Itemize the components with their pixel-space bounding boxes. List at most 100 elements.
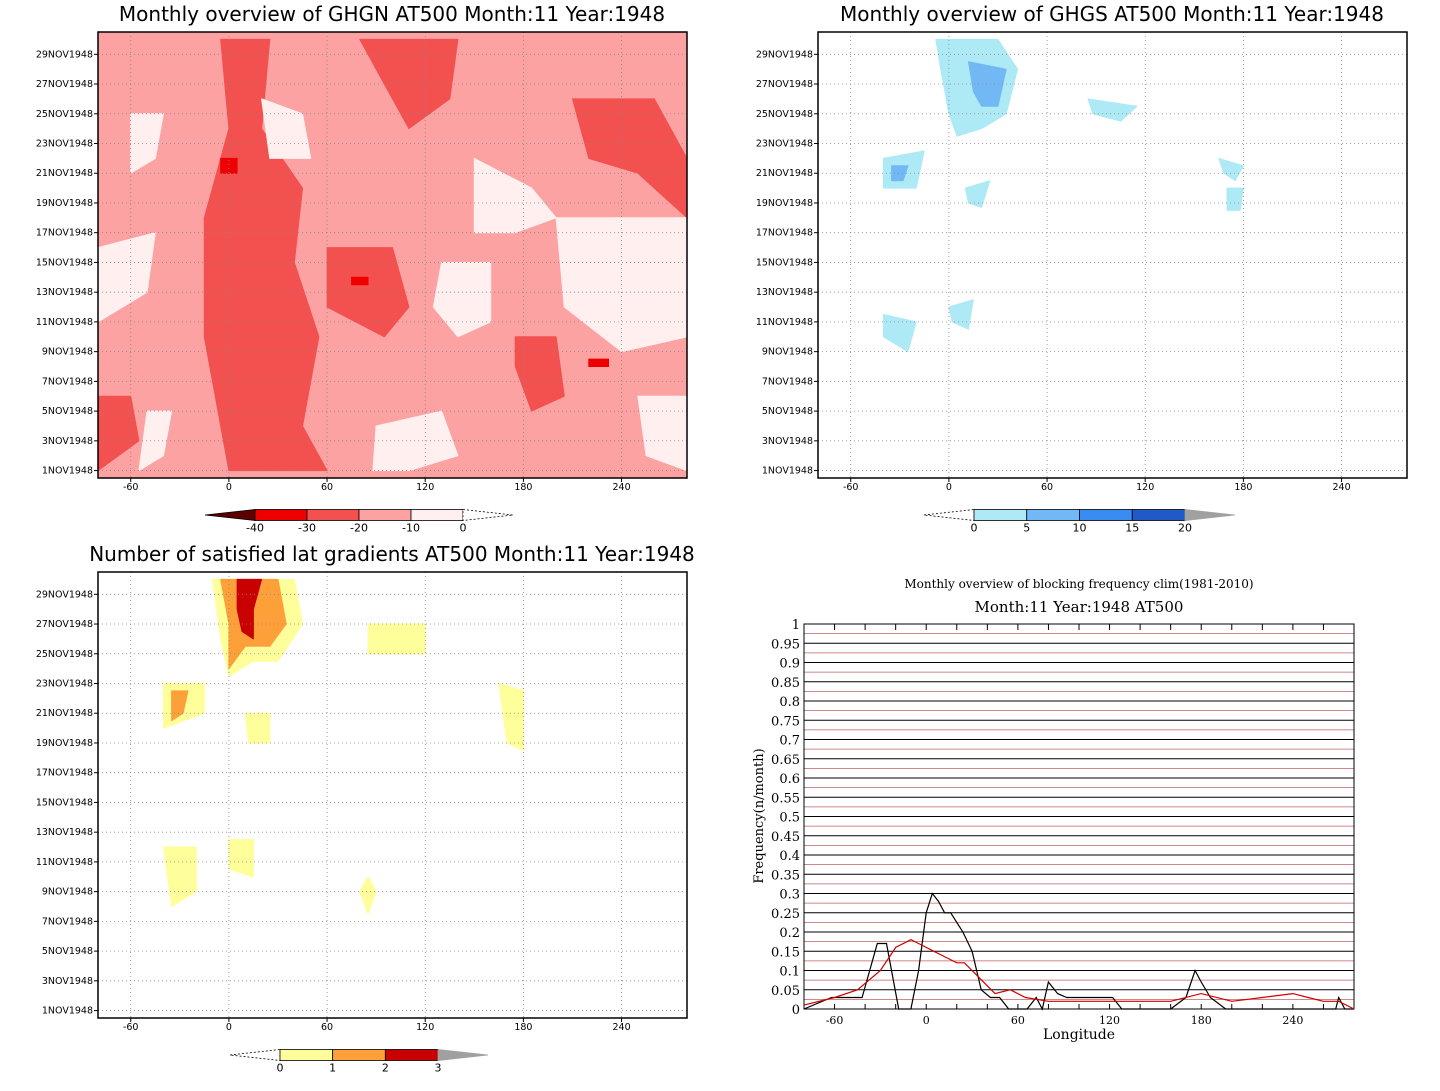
- x-axis-label: Longitude: [1043, 1027, 1115, 1043]
- contour-region: [228, 839, 254, 878]
- x-tick-label: 120: [1136, 482, 1154, 493]
- y-tick-label: 0.4: [779, 849, 800, 864]
- contour-region: [1087, 98, 1138, 122]
- colorbar-label: 2: [382, 1062, 389, 1075]
- y-tick-label: 25NOV1948: [756, 109, 813, 120]
- y-tick-label: 19NOV1948: [756, 198, 813, 209]
- x-tick-label: 240: [612, 482, 630, 493]
- x-tick-label: 180: [514, 1022, 532, 1033]
- y-tick-label: 0.7: [779, 734, 800, 749]
- colorbar-label: -30: [298, 522, 316, 535]
- colorbar-swatch: [973, 509, 1028, 521]
- contour-region: [220, 157, 238, 174]
- y-tick-label: 0.1: [779, 965, 800, 980]
- contour-region: [326, 247, 410, 338]
- contour-region: [882, 314, 917, 353]
- y-tick-label: 21NOV1948: [36, 168, 93, 179]
- x-tick-label: 0: [226, 1022, 232, 1033]
- colorbar-label: 0: [460, 522, 467, 535]
- y-tick-label: 3NOV1948: [42, 976, 93, 987]
- y-tick-label: 0.6: [779, 772, 800, 787]
- panel-4-title: Monthly overview of blocking frequency c…: [904, 577, 1253, 591]
- colorbar-swatch: [332, 1049, 386, 1061]
- y-tick-label: 1NOV1948: [42, 1006, 93, 1017]
- colorbar-label: 0: [277, 1062, 284, 1075]
- contour-regions: [162, 578, 524, 915]
- plot-frame: [817, 31, 1408, 479]
- y-tick-label: 23NOV1948: [36, 679, 93, 690]
- y-tick-label: 23NOV1948: [36, 139, 93, 150]
- panel-2-ghgs: -60 0 60 120 180 240 1NOV1948 3NOV1948 5NOV1948 7…: [756, 31, 1408, 535]
- colorbar-label: 5: [1023, 522, 1030, 535]
- y-tick-label: 0.65: [771, 753, 800, 768]
- y-axis-label: Frequency(n/month): [752, 748, 767, 883]
- x-tick-label: -60: [123, 482, 139, 493]
- contour-region: [891, 165, 909, 182]
- y-tick-label: 15NOV1948: [36, 797, 93, 808]
- contour-region: [372, 410, 459, 472]
- colorbar: -40 -30 -20 -10 0: [204, 509, 514, 535]
- y-tick-label: 11NOV1948: [756, 317, 813, 328]
- x-tick-label: 0: [946, 482, 952, 493]
- contour-region: [948, 299, 974, 330]
- x-tick-label: 0: [923, 1014, 930, 1027]
- contour-region: [1218, 157, 1244, 182]
- y-tick-label: 17NOV1948: [36, 228, 93, 239]
- colorbar-label: -20: [350, 522, 368, 535]
- y-tick-label: 0.9: [779, 657, 800, 672]
- y-tick-label: 0.45: [771, 830, 800, 845]
- y-tick-label: 21NOV1948: [756, 168, 813, 179]
- y-tick-label: 0.85: [771, 676, 800, 691]
- contour-regions: [882, 38, 1244, 353]
- contour-region: [236, 578, 263, 640]
- contour-region: [968, 61, 1007, 107]
- y-tick-label: 0.55: [771, 791, 800, 806]
- x-tick-label: 240: [1282, 1014, 1303, 1027]
- y-tick-label: 17NOV1948: [36, 768, 93, 779]
- contour-region: [473, 157, 557, 234]
- colorbar-label: 3: [435, 1062, 442, 1075]
- colorbar-swatch: [1026, 509, 1080, 521]
- y-tick-label: 0.15: [771, 945, 800, 960]
- x-tick-label: 60: [1011, 1014, 1025, 1027]
- y-tick-label: 25NOV1948: [36, 109, 93, 120]
- colorbar-high-arrow: [437, 1049, 489, 1061]
- colorbar-label: -10: [402, 522, 420, 535]
- series-line-0: [803, 892, 1354, 1011]
- colorbar: 0 5 10 15 20: [923, 509, 1236, 535]
- y-tick-label: 5NOV1948: [42, 406, 93, 417]
- contour-region: [244, 712, 271, 744]
- y-tick-label: 5NOV1948: [42, 946, 93, 957]
- colorbar-low-arrow: [229, 1049, 281, 1061]
- contour-region: [130, 113, 164, 174]
- plot-frame: [97, 571, 688, 1019]
- y-tick-label: 9NOV1948: [42, 887, 93, 898]
- plot-frame: [97, 31, 688, 479]
- y-tick-label: 13NOV1948: [756, 287, 813, 298]
- y-tick-label: 27NOV1948: [36, 79, 93, 90]
- y-tick-label: 29NOV1948: [36, 49, 93, 60]
- x-tick-label: 0: [226, 482, 232, 493]
- colorbar-swatch: [254, 509, 308, 521]
- contour-region: [1226, 187, 1244, 211]
- y-tick-label: 1NOV1948: [762, 466, 813, 477]
- y-tick-label: 9NOV1948: [42, 347, 93, 358]
- y-tick-label: 19NOV1948: [36, 198, 93, 209]
- x-tick-label: 120: [1099, 1014, 1120, 1027]
- colorbar-label: -40: [246, 522, 264, 535]
- colorbar: 0 1 2 3: [229, 1049, 489, 1075]
- x-tick-label: 60: [321, 1022, 333, 1033]
- y-tick-label: 29NOV1948: [36, 589, 93, 600]
- y-tick-label: 0.3: [779, 888, 800, 903]
- x-tick-label: 60: [321, 482, 333, 493]
- y-tick-label: 13NOV1948: [36, 287, 93, 298]
- x-tick-label: -60: [843, 482, 859, 493]
- contour-region: [359, 38, 459, 130]
- y-tick-label: 25NOV1948: [36, 649, 93, 660]
- contour-region: [637, 395, 687, 472]
- y-tick-label: 1: [792, 618, 800, 633]
- contour-region: [138, 410, 173, 472]
- y-tick-label: 3NOV1948: [42, 436, 93, 447]
- contour-region: [964, 180, 991, 208]
- y-tick-label: 9NOV1948: [762, 347, 813, 358]
